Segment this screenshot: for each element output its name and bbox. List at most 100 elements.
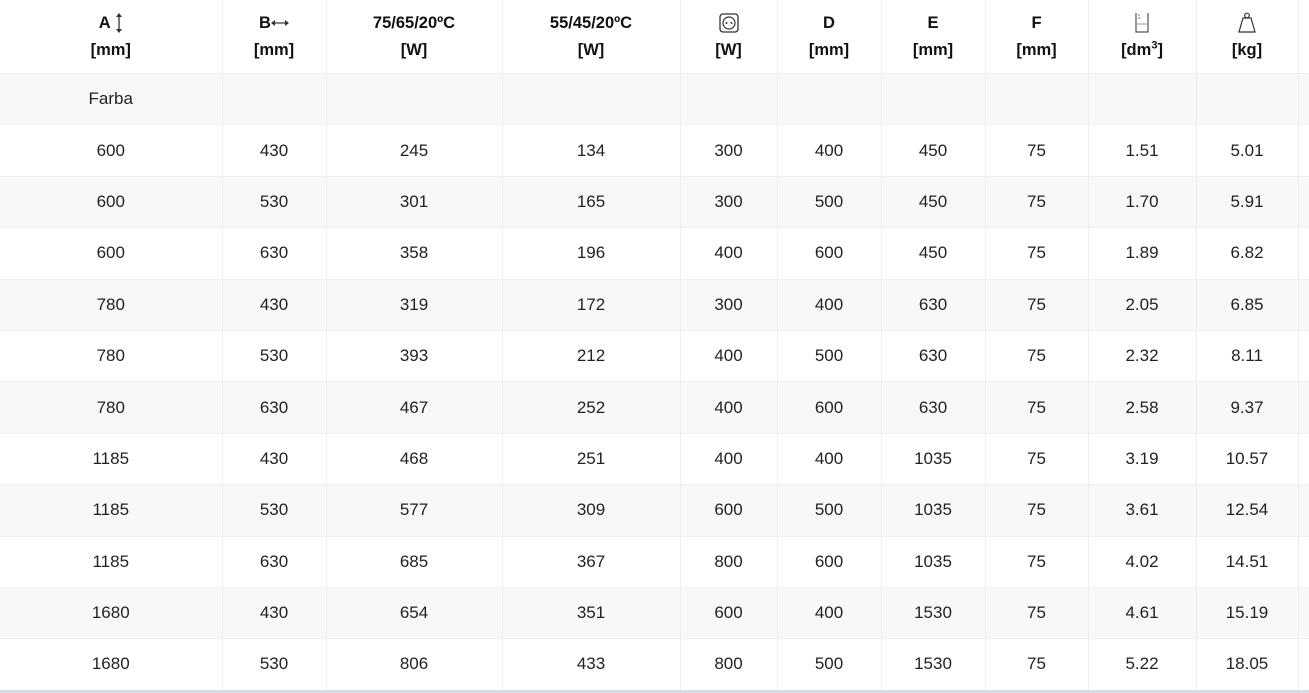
table-cell: 1185 — [0, 433, 223, 486]
table-cell: 468 — [326, 433, 503, 486]
table-cell: 1035 — [881, 484, 986, 537]
table-cell: 400 — [777, 433, 882, 486]
table-cell: 500 — [777, 638, 882, 693]
table-cell: 1680 — [0, 587, 223, 640]
table-cell: 630 — [222, 381, 327, 434]
table-cell: 75 — [985, 381, 1089, 434]
table-cell: 351 — [502, 587, 681, 640]
table-row: 1185 430 468 251 400 400 1035 75 3.19 10.57 — [0, 433, 1309, 486]
table-cell: 75 — [985, 587, 1089, 640]
table-row: 1185 530 577 309 600 500 1035 75 3.61 12.54 — [0, 484, 1309, 537]
header-power-55: 55/45/20ºC [W] — [502, 0, 681, 74]
table-cell: 5.01 — [1196, 124, 1299, 177]
table-cell: 367 — [502, 536, 681, 588]
table-cell: 600 — [0, 227, 223, 280]
table-cell: 75 — [985, 330, 1089, 383]
header-weight: [kg] — [1196, 0, 1299, 74]
table-cell: 780 — [0, 330, 223, 383]
table-cell: 393 — [326, 330, 503, 383]
table-cell: 400 — [680, 381, 778, 434]
table-cell: 800 — [680, 536, 778, 588]
table-cell: 8.11 — [1196, 330, 1299, 383]
table-cell: 780 — [0, 381, 223, 434]
table-cell: 2.32 — [1088, 330, 1197, 383]
table-cell: 1185 — [0, 536, 223, 588]
table-cell: 1.89 — [1088, 227, 1197, 280]
header-b: B [mm] — [222, 0, 327, 74]
table-row: 780 530 393 212 400 500 630 75 2.32 8.11 — [0, 330, 1309, 383]
table-cell: 10.57 — [1196, 433, 1299, 486]
header-e: E [mm] — [881, 0, 986, 74]
table-cell: 18.05 — [1196, 638, 1299, 693]
table-cell: 251 — [502, 433, 681, 486]
table-cell: 500 — [777, 484, 882, 537]
table-cell: 400 — [680, 330, 778, 383]
header-f: F [mm] — [985, 0, 1089, 74]
table-cell: 12.54 — [1196, 484, 1299, 537]
table-cell: 600 — [777, 536, 882, 588]
table-cell: 300 — [680, 279, 778, 331]
table-cell: 4.02 — [1088, 536, 1197, 588]
water-volume-icon — [1135, 13, 1149, 33]
table-row: 600 530 301 165 300 500 450 75 1.70 5.91 — [0, 176, 1309, 229]
table-cell: 75 — [985, 433, 1089, 486]
table-cell: 75 — [985, 536, 1089, 588]
table-cell: 15.19 — [1196, 587, 1299, 640]
table-cell: 5.22 — [1088, 638, 1197, 693]
table-cell: 75 — [985, 279, 1089, 331]
table-cell: 530 — [222, 176, 327, 229]
table-cell: 75 — [985, 484, 1089, 537]
table-cell: 75 — [985, 638, 1089, 693]
table-cell: 630 — [881, 381, 986, 434]
table-cell: 4.61 — [1088, 587, 1197, 640]
table-row: 1680 430 654 351 600 400 1530 75 4.61 15.19 — [0, 587, 1309, 640]
table-cell: 630 — [881, 330, 986, 383]
table-row: 1185 630 685 367 800 600 1035 75 4.02 14.51 — [0, 536, 1309, 588]
table-cell: 654 — [326, 587, 503, 640]
table-cell: 245 — [326, 124, 503, 177]
table-cell: 5.91 — [1196, 176, 1299, 229]
table-cell: 630 — [222, 536, 327, 588]
table-cell: 301 — [326, 176, 503, 229]
table-cell: 433 — [502, 638, 681, 693]
table-cell: 1530 — [881, 587, 986, 640]
header-power-75: 75/65/20ºC [W] — [326, 0, 503, 74]
table-cell: 630 — [881, 279, 986, 331]
table-cell: 212 — [502, 330, 681, 383]
table-cell: 309 — [502, 484, 681, 537]
table-cell: 1.70 — [1088, 176, 1197, 229]
table-cell: 6.85 — [1196, 279, 1299, 331]
table-cell: 134 — [502, 124, 681, 177]
table-cell: 600 — [680, 484, 778, 537]
table-row: 780 630 467 252 400 600 630 75 2.58 9.37 — [0, 381, 1309, 434]
table-cell: 319 — [326, 279, 503, 331]
table-cell: 685 — [326, 536, 503, 588]
table-cell: 358 — [326, 227, 503, 280]
table-cell: 252 — [502, 381, 681, 434]
table-cell: 9.37 — [1196, 381, 1299, 434]
group-label: Farba — [0, 73, 223, 126]
table-cell: 14.51 — [1196, 536, 1299, 588]
table-cell: 1680 — [0, 638, 223, 693]
table-cell: 75 — [985, 124, 1089, 177]
table-cell: 600 — [777, 227, 882, 280]
table-cell: 75 — [985, 176, 1089, 229]
table-cell: 400 — [680, 433, 778, 486]
table-row: 600 430 245 134 300 400 450 75 1.51 5.01 — [0, 124, 1309, 177]
table-cell: 600 — [0, 124, 223, 177]
table-cell: 450 — [881, 176, 986, 229]
table-cell: 6.82 — [1196, 227, 1299, 280]
table-cell: 600 — [680, 587, 778, 640]
table-cell: 400 — [777, 587, 882, 640]
table-cell: 450 — [881, 124, 986, 177]
table-cell: 172 — [502, 279, 681, 331]
table-cell: 1.51 — [1088, 124, 1197, 177]
table-cell: 3.19 — [1088, 433, 1197, 486]
table-cell: 165 — [502, 176, 681, 229]
table-cell: 1035 — [881, 433, 986, 486]
table-cell: 430 — [222, 587, 327, 640]
table-cell: 800 — [680, 638, 778, 693]
table-cell: 196 — [502, 227, 681, 280]
vertical-arrow-icon — [115, 13, 122, 34]
header-a: A [mm] — [0, 0, 223, 74]
